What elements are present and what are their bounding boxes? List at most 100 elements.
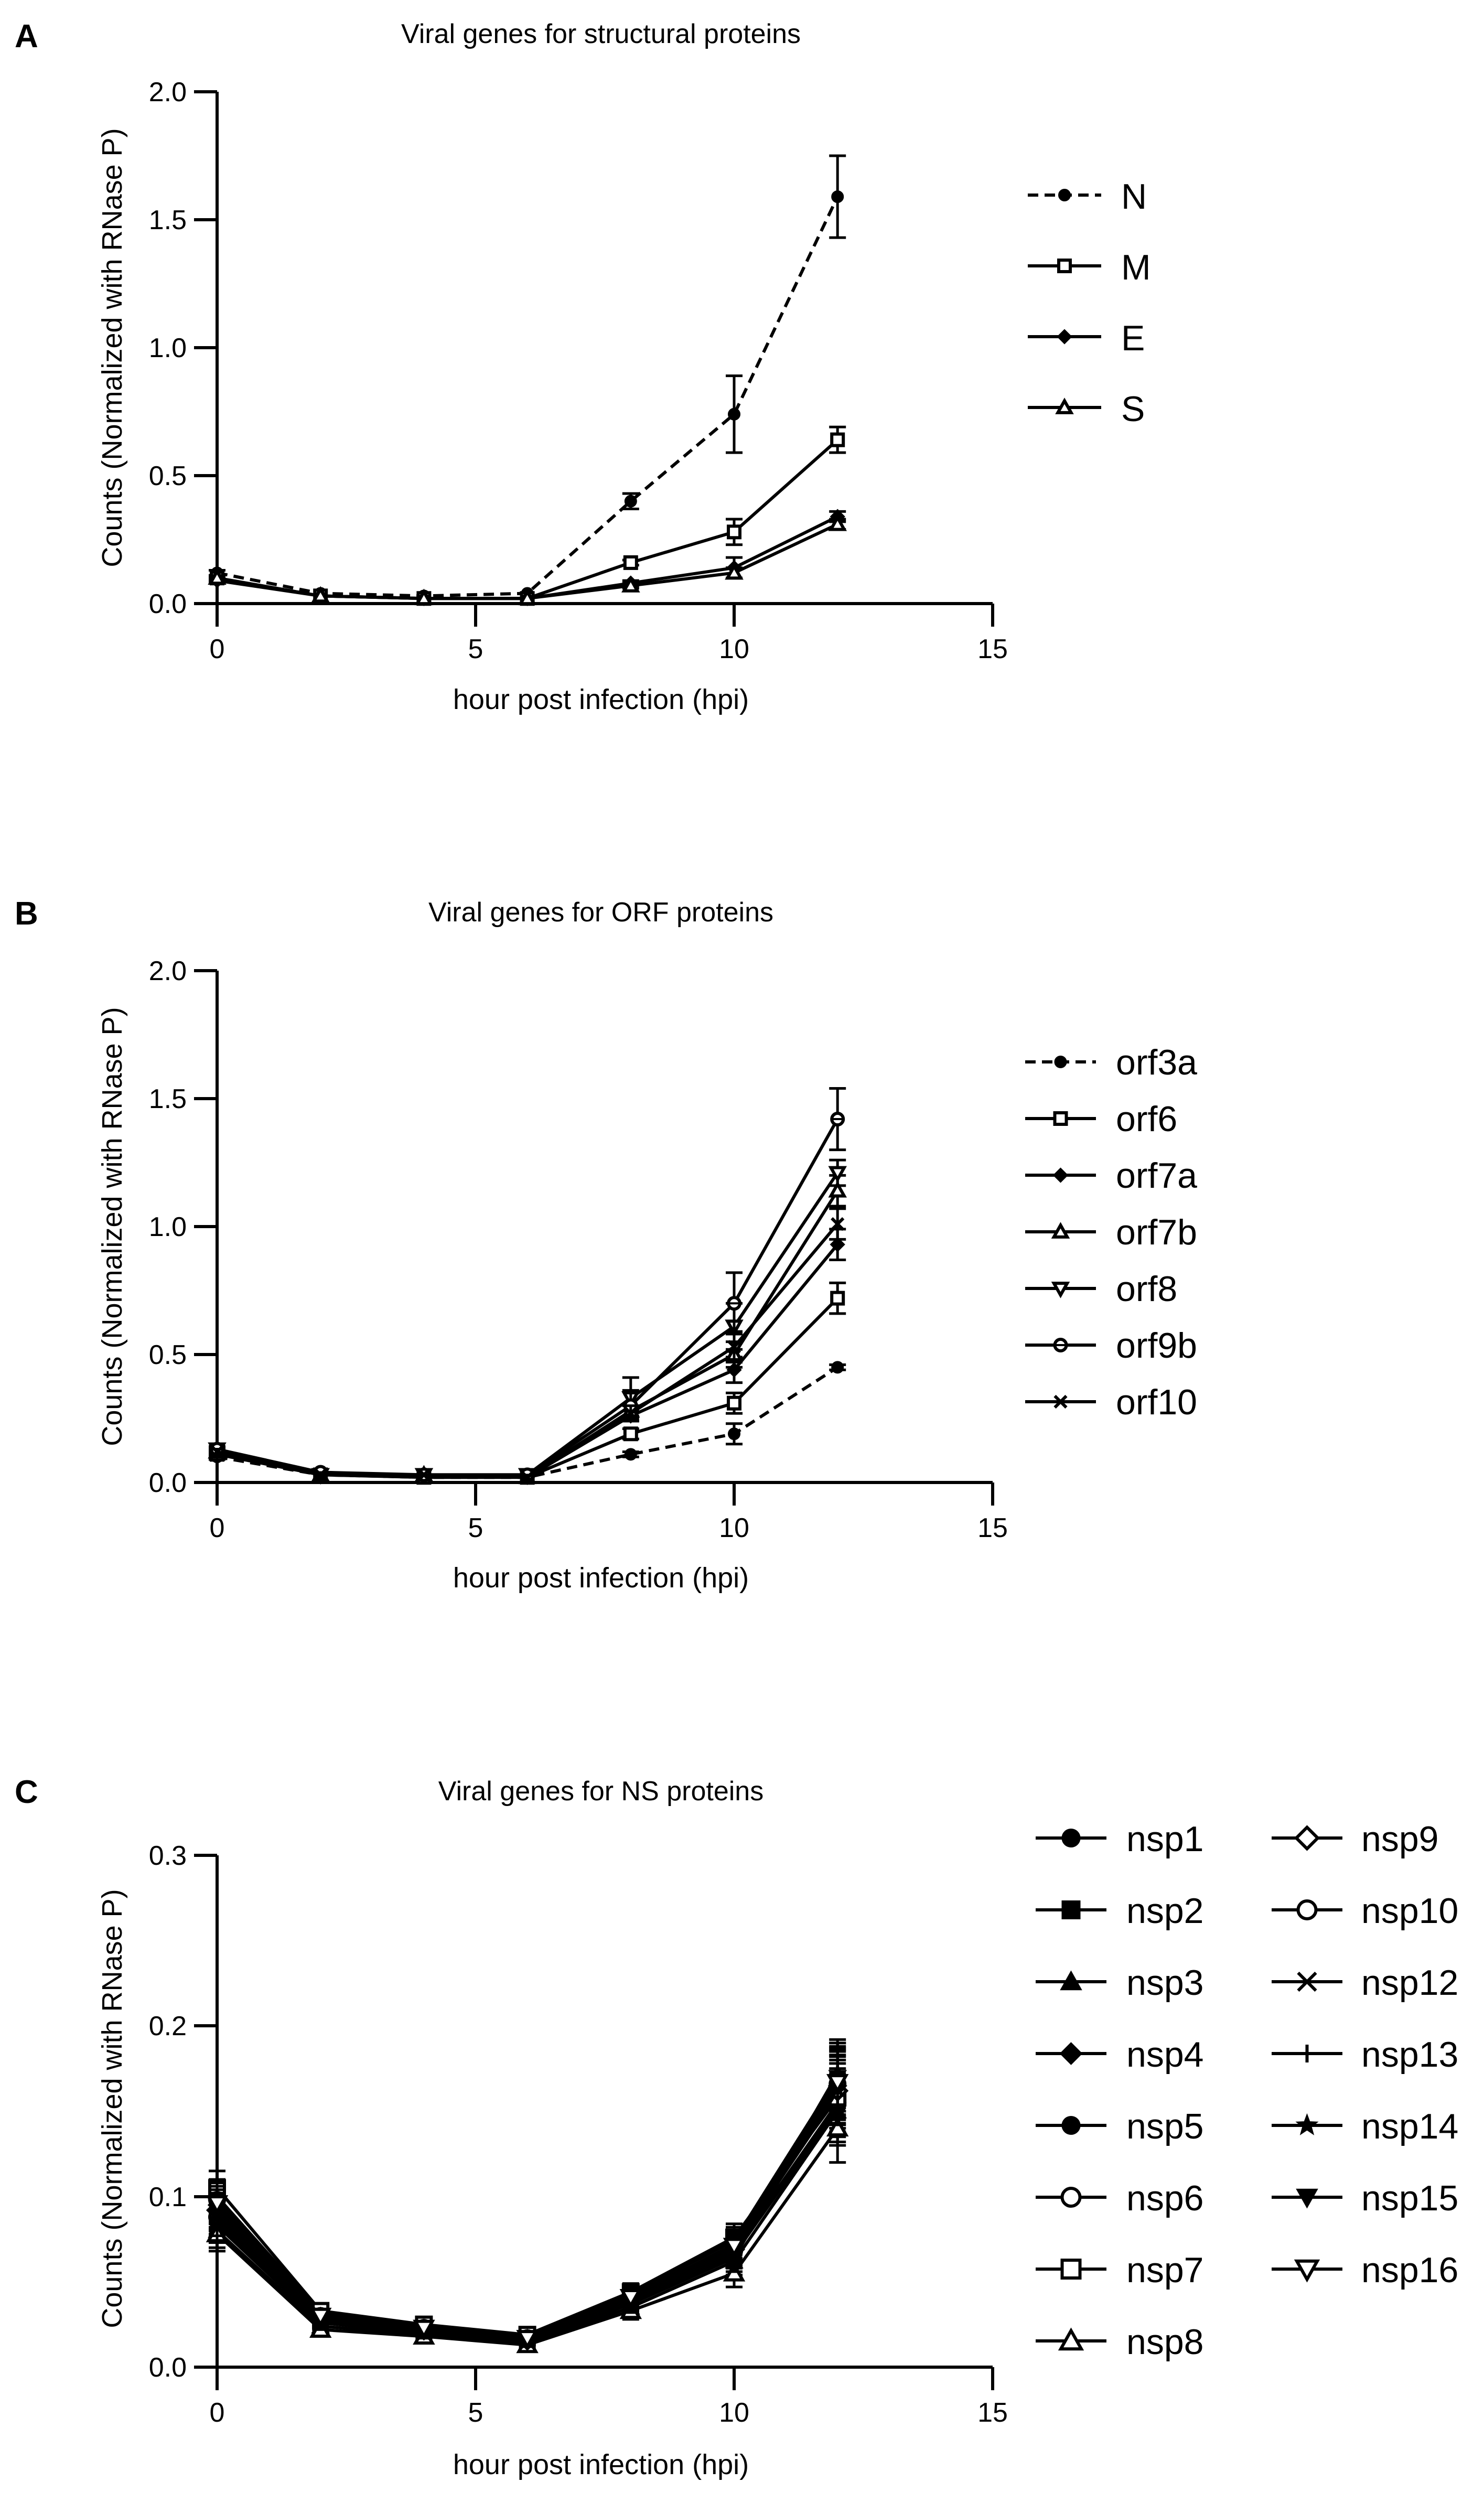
legend-marker	[1061, 2116, 1081, 2135]
panel-b-ylabel: Counts (Normalized with RNase P)	[96, 1007, 128, 1446]
series-line-E	[217, 515, 838, 600]
legend-marker	[1294, 2259, 1320, 2283]
panel-c-x-tick-label: 15	[977, 2398, 1008, 2428]
data-point-orf3a	[624, 1448, 637, 1461]
legend-label: nsp16	[1361, 2250, 1458, 2290]
data-point-S	[621, 576, 640, 593]
series-line-orf6	[217, 1297, 839, 1479]
legend-marker	[1058, 189, 1071, 201]
legend-marker	[1055, 397, 1074, 414]
legend-symbol-orf9b	[1025, 1338, 1096, 1352]
legend-symbol-nsp13	[1272, 2045, 1342, 2062]
legend-symbol-orf8	[1025, 1282, 1096, 1298]
panel-b-y-tick-label: 0.0	[149, 1468, 187, 1498]
series-line-orf10	[217, 1223, 839, 1479]
series-nsp14	[207, 2054, 847, 2348]
panel-c-plot	[206, 2038, 849, 2354]
data-point-orf10	[831, 1217, 845, 1231]
panel-b-x-tick-label: 10	[719, 1513, 749, 1543]
panel-a-x-tick-label: 15	[977, 634, 1008, 664]
legend-symbol-nsp3	[1036, 1970, 1106, 1991]
legend-symbol-nsp10	[1272, 1899, 1342, 1920]
legend-label: nsp7	[1126, 2250, 1203, 2290]
legend-label: orf10	[1116, 1382, 1197, 1422]
legend-label: nsp1	[1126, 1819, 1203, 1859]
legend-marker	[1061, 1829, 1081, 1847]
data-point-M	[727, 524, 741, 540]
series-nsp16	[206, 2047, 849, 2350]
legend-marker	[1053, 1111, 1068, 1126]
series-line-orf7a	[217, 1243, 839, 1479]
legend-label: nsp3	[1126, 1963, 1203, 2003]
legend-marker	[1057, 259, 1072, 273]
data-point-orf10	[314, 1468, 328, 1482]
panel-c-x-tick-label: 10	[719, 2398, 749, 2428]
panel-a-legend: N M E S	[1028, 177, 1151, 429]
legend-label: orf7a	[1116, 1156, 1197, 1196]
legend-marker	[1297, 1971, 1317, 1992]
legend-marker	[1060, 2187, 1082, 2208]
legend-label: N	[1121, 177, 1147, 217]
panel-a-y-tick-label: 1.0	[149, 333, 187, 363]
legend-label: orf7b	[1116, 1212, 1197, 1252]
panel-b-x-tick-label: 0	[210, 1513, 225, 1543]
series-line-orf9b	[217, 1118, 839, 1477]
data-point-N	[831, 190, 844, 203]
legend-marker	[1052, 1167, 1069, 1183]
data-point-orf8	[828, 1166, 847, 1183]
legend-marker	[1051, 1222, 1070, 1239]
data-point-nsp16	[619, 2289, 642, 2309]
series-orf8	[208, 1158, 847, 1485]
data-point-nsp16	[723, 2238, 746, 2258]
legend-label: orf3a	[1116, 1043, 1197, 1082]
data-point-orf6	[830, 1291, 845, 1306]
panel-b-legend: orf3a orf6 orf7a orf7b orf8 orf9b orf10	[1025, 1043, 1197, 1422]
panel-c-letter: C	[15, 1774, 38, 1810]
series-line-N	[217, 196, 839, 598]
legend-marker	[1060, 1970, 1082, 1991]
legend-label: nsp6	[1126, 2178, 1203, 2218]
panel-a-x-tick-label: 5	[468, 634, 483, 664]
legend-label: nsp4	[1126, 2035, 1203, 2075]
data-point-orf7b	[828, 1180, 847, 1198]
panel-c-title: Viral genes for NS proteins	[438, 1776, 763, 1807]
data-point-orf6	[623, 1426, 638, 1442]
legend-symbol-orf7b	[1025, 1222, 1096, 1239]
data-point-nsp16	[826, 2074, 849, 2094]
panel-c-x-tick-label: 0	[210, 2398, 225, 2428]
legend-marker	[1061, 1900, 1081, 1919]
data-point-S	[414, 588, 434, 606]
panel-b-xlabel: hour post infection (hpi)	[453, 1562, 749, 1594]
panel-a-ylabel: Counts (Normalized with RNase P)	[96, 128, 128, 567]
panel-a-x-tick-label: 0	[210, 634, 225, 664]
legend-symbol-E	[1028, 329, 1101, 345]
legend-symbol-nsp6	[1036, 2187, 1106, 2208]
panel-a-title: Viral genes for structural proteins	[401, 19, 801, 49]
panel-b-y-tick-label: 2.0	[149, 956, 187, 986]
data-point-S	[311, 586, 330, 603]
panel-a-axes	[194, 90, 994, 627]
data-point-M	[830, 432, 845, 447]
legend-label: nsp12	[1361, 1963, 1458, 2003]
data-point-orf10	[727, 1340, 741, 1354]
panel-c-legend: nsp1 nsp2 nsp3 nsp4 nsp5 nsp6 nsp7 nsp8 …	[1036, 1819, 1458, 2362]
legend-marker	[1051, 1282, 1070, 1298]
series-orf6	[209, 1281, 846, 1485]
legend-label: nsp13	[1361, 2035, 1458, 2075]
legend-symbol-nsp8	[1036, 2327, 1106, 2351]
data-point-nsp16	[516, 2330, 539, 2350]
data-point-orf10	[210, 1445, 224, 1459]
legend-marker	[1054, 1056, 1067, 1068]
legend-label: nsp9	[1361, 1819, 1438, 1859]
series-orf10	[209, 1207, 846, 1485]
data-point-S	[725, 563, 744, 580]
legend-label: M	[1121, 248, 1151, 287]
series-N	[209, 154, 846, 603]
panel-b-y-tick-label: 1.5	[149, 1084, 187, 1114]
panel-b-plot	[208, 1087, 847, 1485]
legend-label: nsp2	[1126, 1891, 1203, 1931]
legend-label: orf6	[1116, 1099, 1177, 1139]
series-line-M	[217, 438, 839, 600]
panel-a-y-tick-label: 0.0	[149, 589, 187, 619]
series-S	[208, 514, 847, 606]
